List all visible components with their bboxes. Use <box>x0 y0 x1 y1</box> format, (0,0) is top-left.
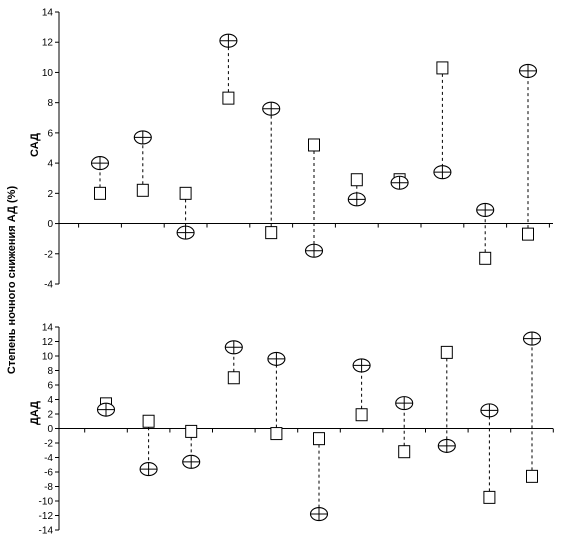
y-tick-label: 2 <box>47 410 53 421</box>
square-marker <box>350 173 363 187</box>
y-tick-label: 4 <box>47 395 53 406</box>
square-marker <box>136 183 149 197</box>
square-marker <box>313 432 325 446</box>
square-marker <box>308 138 320 152</box>
panel-label: ДАД <box>29 401 41 425</box>
square-marker <box>522 227 534 241</box>
square-marker <box>94 186 106 200</box>
square-marker <box>142 414 155 428</box>
square-marker <box>270 427 283 441</box>
y-axis-label: Степень ночного снижения АД (%) <box>6 186 18 375</box>
square-marker <box>265 226 278 240</box>
y-tick-label: 12 <box>42 337 54 348</box>
y-tick-label: -12 <box>39 511 54 522</box>
y-tick-label: -8 <box>44 482 53 493</box>
square-marker <box>483 490 496 504</box>
y-tick-label: 10 <box>42 352 54 363</box>
y-tick-label: -2 <box>44 249 53 260</box>
y-tick-label: 0 <box>47 424 53 435</box>
y-tick-label: 6 <box>47 128 53 139</box>
y-tick-label: 10 <box>42 68 54 79</box>
y-tick-label: -14 <box>39 526 54 535</box>
square-marker <box>526 469 538 483</box>
y-tick-label: 8 <box>47 366 53 377</box>
y-tick-label: 4 <box>47 159 53 170</box>
square-marker <box>440 345 453 359</box>
square-marker <box>398 445 411 459</box>
y-tick-label: 0 <box>47 219 53 230</box>
square-marker <box>185 424 198 438</box>
y-tick-label: -4 <box>44 453 53 464</box>
y-tick-label: 8 <box>47 98 53 109</box>
y-tick-label: -2 <box>44 439 53 450</box>
square-marker <box>179 186 192 200</box>
y-tick-label: 6 <box>47 381 53 392</box>
y-tick-label: 14 <box>42 323 54 334</box>
square-marker <box>436 61 449 75</box>
y-tick-label: -4 <box>44 280 53 291</box>
panel-label: САД <box>29 133 41 157</box>
dad-panel: -14 -12 -10 -8 -6 -4 -2 0 2 4 6 8 10 12 14 ДАД <box>29 323 554 535</box>
y-tick-label: 2 <box>47 189 53 200</box>
y-tick-label: -6 <box>44 468 53 479</box>
square-marker <box>227 371 240 385</box>
y-tick-label: 14 <box>42 8 54 19</box>
sad-panel: -4 -2 0 2 4 6 8 10 12 14 САД <box>29 8 553 291</box>
y-tick-label: 12 <box>42 38 54 49</box>
square-marker <box>355 408 368 422</box>
y-tick-label: -10 <box>39 497 54 508</box>
square-marker <box>222 91 235 105</box>
square-marker <box>479 251 492 265</box>
